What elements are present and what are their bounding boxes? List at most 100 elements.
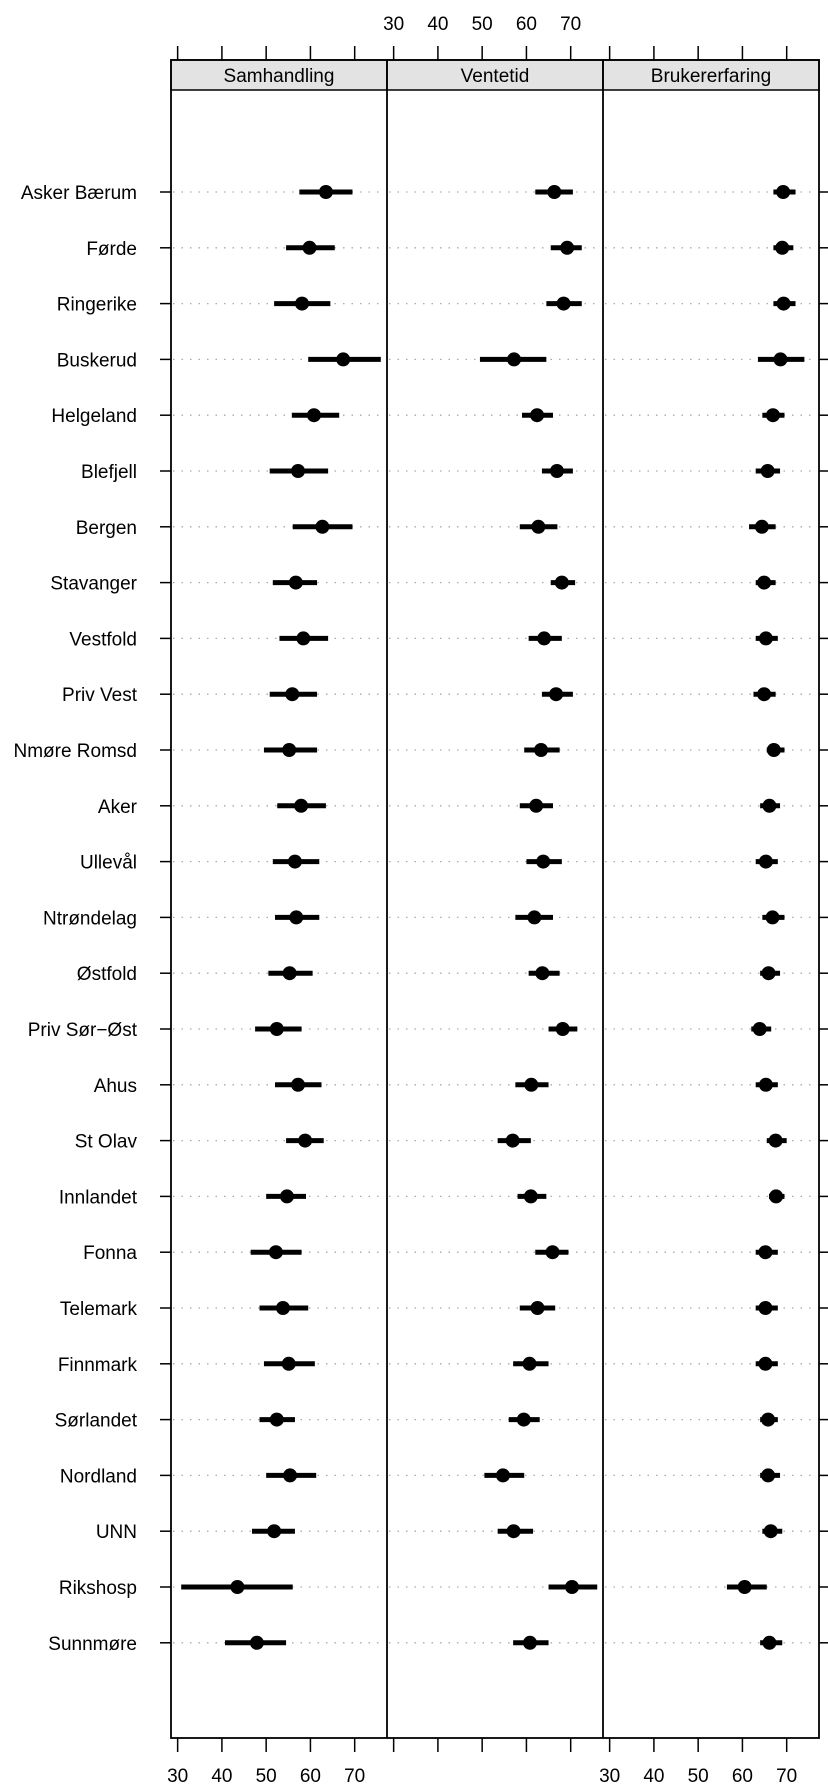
row-label: Førde: [86, 239, 137, 260]
data-point: [298, 1133, 313, 1148]
data-point: [758, 854, 773, 869]
data-point: [761, 1412, 776, 1427]
data-point: [556, 296, 571, 311]
data-point: [275, 1301, 290, 1315]
row-label: Sørlandet: [55, 1411, 138, 1432]
data-point: [530, 1301, 545, 1315]
data-point: [281, 1356, 296, 1371]
data-point: [565, 1580, 580, 1594]
data-point: [522, 1356, 537, 1371]
data-point: [766, 743, 781, 757]
bottom-tick-label: 50: [688, 1766, 709, 1787]
data-point: [291, 464, 306, 478]
data-point: [529, 798, 544, 813]
row-label: Helgeland: [51, 406, 137, 427]
data-point: [534, 743, 549, 757]
data-point: [302, 240, 317, 255]
row-label: Ringerike: [57, 295, 137, 316]
data-point: [279, 1189, 294, 1204]
row-label: Telemark: [60, 1299, 138, 1320]
row-label: Fonna: [83, 1243, 137, 1264]
top-tick-label: 70: [560, 14, 581, 35]
data-point: [282, 743, 297, 757]
data-point: [758, 1301, 773, 1315]
data-point: [768, 1133, 783, 1148]
row-label: Bergen: [76, 518, 137, 539]
data-point: [758, 1077, 773, 1092]
data-point: [554, 575, 569, 590]
data-point: [523, 1189, 538, 1204]
data-point: [294, 798, 309, 813]
data-point: [527, 910, 542, 925]
data-point: [249, 1635, 264, 1650]
row-label: UNN: [96, 1522, 137, 1543]
row-label: Aker: [98, 797, 138, 818]
data-point: [769, 1189, 784, 1204]
data-point: [763, 1524, 778, 1539]
data-point: [773, 352, 788, 367]
data-point: [282, 966, 297, 981]
data-point: [760, 464, 775, 478]
top-tick-label: 30: [383, 14, 404, 35]
data-point: [758, 1356, 773, 1371]
row-label: Ullevål: [80, 853, 137, 874]
data-point: [269, 1022, 284, 1036]
data-point: [775, 240, 790, 255]
data-point: [762, 1635, 777, 1650]
data-point: [535, 966, 550, 981]
data-point: [737, 1580, 752, 1594]
data-point: [269, 1412, 284, 1427]
data-point: [495, 1468, 510, 1483]
data-point: [560, 240, 575, 255]
bottom-tick-label: 40: [643, 1766, 664, 1787]
bottom-tick-label: 60: [732, 1766, 753, 1787]
data-point: [506, 1524, 521, 1539]
data-point: [537, 631, 552, 646]
strip-label-2: Brukererfaring: [651, 66, 771, 87]
row-label: Østfold: [77, 964, 137, 985]
bottom-tick-label: 60: [300, 1766, 321, 1787]
data-point: [549, 464, 564, 478]
top-tick-label: 50: [472, 14, 493, 35]
row-label: Priv Vest: [62, 685, 138, 706]
row-label: Vestfold: [69, 629, 137, 650]
row-label: Ahus: [94, 1076, 137, 1097]
data-point: [757, 687, 772, 702]
data-point: [315, 519, 330, 534]
data-point: [267, 1524, 282, 1539]
data-point: [530, 408, 545, 423]
strip-label-1: Ventetid: [461, 66, 530, 87]
data-point: [754, 519, 769, 534]
data-point: [283, 1468, 298, 1483]
data-point: [318, 185, 333, 199]
data-point: [306, 408, 321, 423]
data-point: [758, 1245, 773, 1260]
data-point: [288, 575, 303, 590]
row-label: Buskerud: [57, 350, 137, 371]
bottom-tick-label: 30: [167, 1766, 188, 1787]
data-point: [287, 854, 302, 869]
row-label: Priv Sør−Øst: [28, 1020, 138, 1041]
row-label: Finnmark: [58, 1355, 138, 1376]
data-point: [765, 910, 780, 925]
row-label: Stavanger: [50, 574, 137, 595]
data-point: [761, 1468, 776, 1483]
data-point: [762, 798, 777, 813]
data-point: [758, 631, 773, 646]
data-point: [505, 1133, 520, 1148]
data-point: [536, 854, 551, 869]
row-label: Blefjell: [81, 462, 137, 483]
row-label: Ntrøndelag: [43, 908, 137, 929]
bottom-tick-label: 30: [599, 1766, 620, 1787]
bottom-tick-label: 40: [211, 1766, 232, 1787]
bottom-tick-label: 70: [776, 1766, 797, 1787]
data-point: [547, 185, 562, 199]
data-point: [336, 352, 351, 367]
row-label: Sunnmøre: [48, 1634, 137, 1655]
data-point: [295, 296, 310, 311]
data-point: [752, 1022, 767, 1036]
data-point: [268, 1245, 283, 1260]
row-label: St Olav: [75, 1132, 138, 1153]
top-tick-label: 40: [427, 14, 448, 35]
